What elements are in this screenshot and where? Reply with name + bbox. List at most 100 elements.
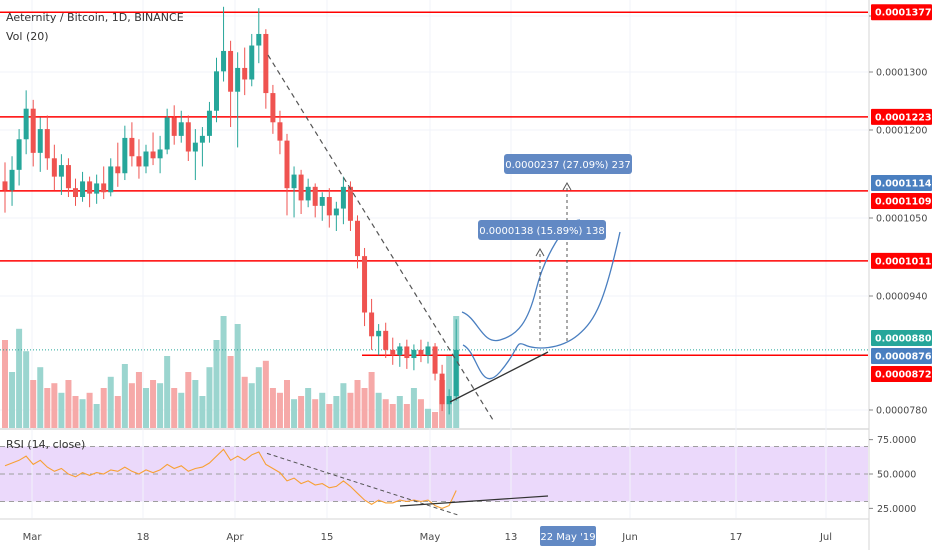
candle[interactable] <box>150 132 156 166</box>
time-tick-label: 13 <box>505 532 518 543</box>
candle[interactable] <box>221 6 227 82</box>
candle[interactable] <box>23 90 29 155</box>
rsi-label: RSI (14, close) <box>6 438 85 451</box>
level-tag[interactable]: 0.0000876 <box>871 348 932 364</box>
volume-bar <box>143 388 149 428</box>
candle[interactable] <box>326 188 332 228</box>
candle[interactable] <box>453 319 459 401</box>
candle[interactable] <box>94 174 100 204</box>
candle-body <box>73 188 78 198</box>
projection-path-2 <box>462 231 621 380</box>
candle[interactable] <box>425 341 431 364</box>
candle[interactable] <box>305 178 311 208</box>
candle[interactable] <box>9 156 15 206</box>
candle[interactable] <box>122 125 128 181</box>
candle[interactable] <box>312 183 318 218</box>
candle[interactable] <box>206 101 212 143</box>
price-tick-label: 0.0000780 <box>876 406 927 417</box>
projection-callout-2[interactable]: 0.0000237 (27.09%) 237 <box>504 154 632 174</box>
candle[interactable] <box>291 166 297 218</box>
candle[interactable] <box>87 176 93 208</box>
level-tag[interactable]: 0.0001223 <box>871 108 932 125</box>
candle[interactable] <box>51 144 57 191</box>
candle[interactable] <box>2 162 8 213</box>
candle-body <box>362 256 368 313</box>
candle[interactable] <box>214 57 219 123</box>
candle[interactable] <box>37 117 43 172</box>
candle[interactable] <box>80 171 86 202</box>
level-tag[interactable]: 0.0001377 <box>871 4 932 21</box>
candle[interactable] <box>333 201 339 231</box>
candle[interactable] <box>390 337 396 365</box>
volume-bar <box>65 380 72 428</box>
candle[interactable] <box>199 127 205 167</box>
candle-body <box>284 140 290 189</box>
candle[interactable] <box>44 115 50 170</box>
volume-bar <box>2 340 8 428</box>
candle[interactable] <box>115 142 121 187</box>
candle[interactable] <box>235 52 241 148</box>
last-price-tag[interactable]: 0.0000880 <box>871 330 932 346</box>
candle[interactable] <box>228 40 234 128</box>
candle[interactable] <box>185 115 191 162</box>
candle[interactable] <box>376 324 382 356</box>
candle[interactable] <box>439 364 445 412</box>
volume-bar <box>213 340 220 428</box>
candle[interactable] <box>418 339 424 363</box>
candle[interactable] <box>362 247 368 327</box>
candle-body <box>439 373 445 405</box>
candle[interactable] <box>397 343 403 367</box>
candle[interactable] <box>432 343 438 381</box>
candle[interactable] <box>65 158 71 198</box>
candle[interactable] <box>369 298 375 350</box>
level-tag[interactable]: 0.0001011 <box>871 252 932 269</box>
candle-body <box>58 165 64 177</box>
price-tag-label: 0.0001223 <box>875 112 932 123</box>
candle[interactable] <box>16 129 22 186</box>
level-tag[interactable]: 0.0001114 <box>871 175 932 191</box>
candle[interactable] <box>143 144 149 174</box>
candle[interactable] <box>404 339 410 369</box>
candle[interactable] <box>256 8 262 64</box>
volume-bar <box>326 404 333 428</box>
volume-bar <box>234 324 241 428</box>
candle[interactable] <box>178 110 184 143</box>
candle[interactable] <box>249 33 255 87</box>
candle[interactable] <box>319 192 325 221</box>
candle[interactable] <box>164 108 170 155</box>
candle-body <box>270 93 276 123</box>
rsi-tick-label: 25.0000 <box>877 504 916 515</box>
level-tag[interactable]: 0.0001109 <box>871 193 932 209</box>
price-tag-label: 0.0000880 <box>875 334 932 345</box>
candle-body <box>122 137 128 174</box>
candle[interactable] <box>284 133 290 216</box>
projection-callout-1[interactable]: 0.0000138 (15.89%) 138 <box>478 220 606 240</box>
candle[interactable] <box>73 178 78 206</box>
candle[interactable] <box>270 84 276 134</box>
candle[interactable] <box>101 166 107 200</box>
volume-bar <box>114 396 121 428</box>
candle[interactable] <box>446 389 452 415</box>
candle[interactable] <box>30 99 36 167</box>
candle[interactable] <box>242 47 248 96</box>
candle[interactable] <box>171 105 177 145</box>
candle[interactable] <box>136 139 142 179</box>
candle[interactable] <box>298 169 304 214</box>
candle[interactable] <box>192 129 198 181</box>
candle[interactable] <box>355 215 360 269</box>
candle[interactable] <box>58 154 64 195</box>
candle[interactable] <box>411 344 417 371</box>
candle[interactable] <box>340 176 346 225</box>
cursor-date-badge[interactable]: 22 May '19 <box>540 526 596 546</box>
candle[interactable] <box>263 29 269 109</box>
time-tick-label: Jul <box>819 532 832 543</box>
candle[interactable] <box>108 158 114 197</box>
candle[interactable] <box>277 110 283 155</box>
candle-body <box>228 50 234 92</box>
candle[interactable] <box>129 122 135 167</box>
level-tag[interactable]: 0.0000872 <box>871 366 932 382</box>
candle[interactable] <box>157 135 163 174</box>
candle[interactable] <box>383 322 389 359</box>
